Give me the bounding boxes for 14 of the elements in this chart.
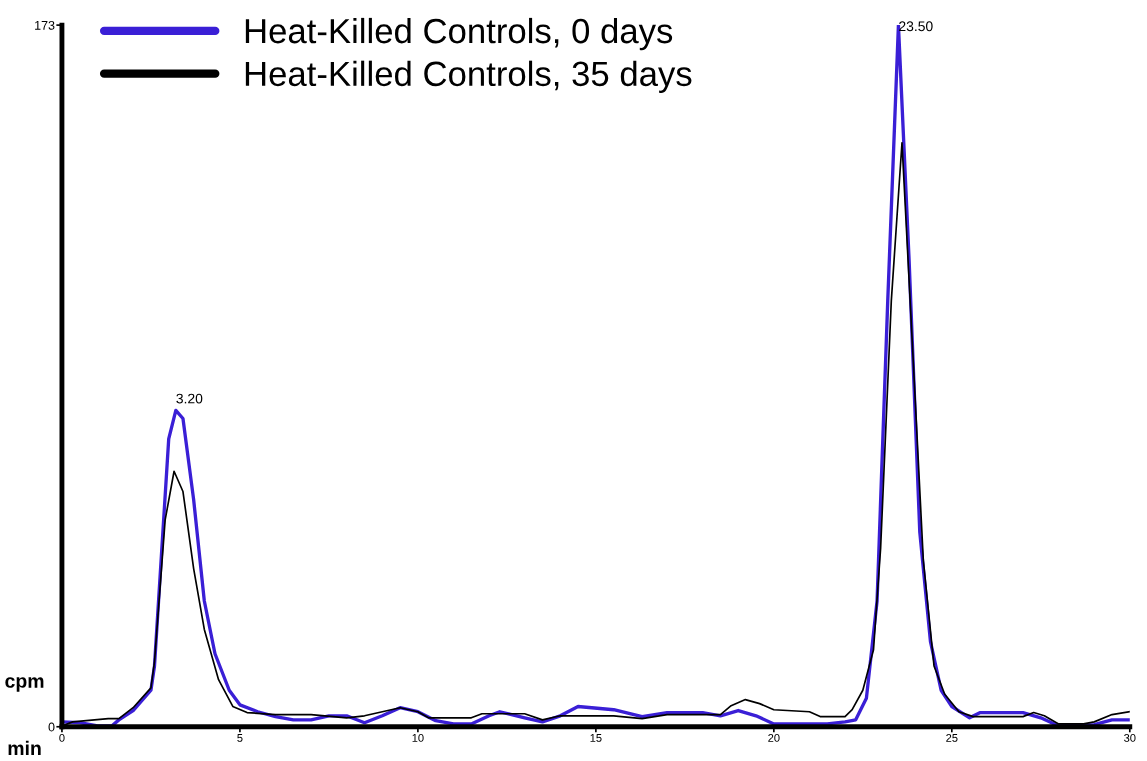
x-tick-label: 5 (237, 734, 243, 742)
x-tick-label: 15 (590, 734, 602, 742)
x-tick-label: 0 (59, 733, 65, 742)
annotation: 3.20 (176, 393, 203, 404)
y-tick-label: 173 (35, 20, 55, 30)
x-tick-label: 25 (946, 733, 958, 742)
legend-label: Heat-Killed Controls, 0 days (245, 17, 673, 51)
x-tick-label: 10 (412, 733, 424, 742)
x-axis-title: min (8, 740, 41, 755)
x-tick-label: 20 (768, 733, 780, 742)
legend-label: Heat-Killed Controls, 35 days (245, 60, 692, 94)
x-tick-label: 30 (1124, 733, 1136, 742)
y-axis-title: cpm (5, 677, 44, 692)
annotation: 23.50 (899, 21, 933, 32)
